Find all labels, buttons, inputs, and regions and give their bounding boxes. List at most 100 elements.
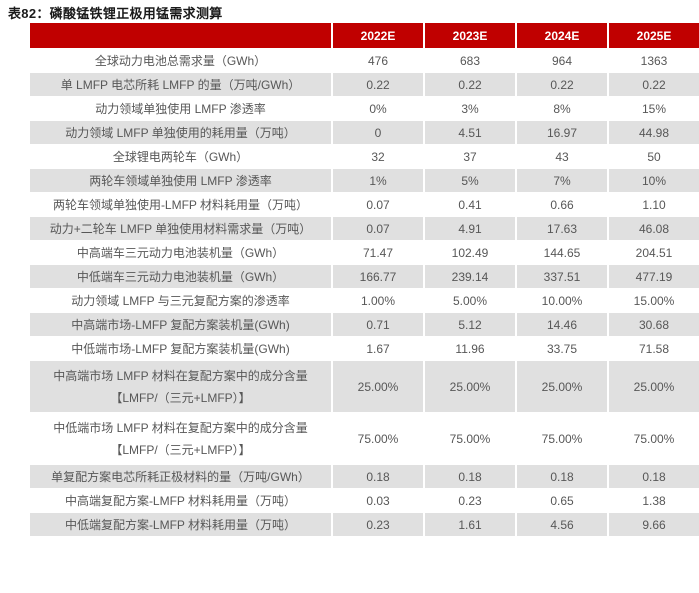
cell-value: 14.46 [515,312,607,336]
cell-value: 0.07 [331,192,423,216]
row-label: 动力领域 LMFP 单独使用的耗用量（万吨） [30,120,331,144]
cell-value: 5.12 [423,312,515,336]
row-label: 中低端复配方案-LMFP 材料耗用量（万吨） [30,512,331,536]
cell-value: 4.56 [515,512,607,536]
cell-value: 337.51 [515,264,607,288]
table-body: 全球动力电池总需求量（GWh） 476 683 964 1363 单 LMFP 电芯所耗 … [30,48,699,536]
row-label: 中高端市场 LMFP 材料在复配方案中的成分含量 【LMFP/（三元+LMFP）… [30,360,331,412]
cell-value: 50 [607,144,699,168]
cell-value: 43 [515,144,607,168]
cell-value: 17.63 [515,216,607,240]
cell-value: 4.51 [423,120,515,144]
table-row: 动力领域单独使用 LMFP 渗透率 0% 3% 8% 15% [30,96,699,120]
row-label: 动力领域 LMFP 与三元复配方案的渗透率 [30,288,331,312]
row-label: 动力领域单独使用 LMFP 渗透率 [30,96,331,120]
cell-value: 0.03 [331,488,423,512]
cell-value: 75.00% [331,412,423,464]
row-label: 单 LMFP 电芯所耗 LMFP 的量（万吨/GWh） [30,72,331,96]
row-label: 单复配方案电芯所耗正极材料的量（万吨/GWh） [30,464,331,488]
cell-value: 46.08 [607,216,699,240]
cell-value: 5.00% [423,288,515,312]
cell-value: 25.00% [607,360,699,412]
cell-value: 0.22 [331,72,423,96]
table-header: 2022E 2023E 2024E 2025E [30,23,699,48]
row-label: 动力+二轮车 LMFP 单独使用材料需求量（万吨） [30,216,331,240]
cell-value: 1.38 [607,488,699,512]
cell-value: 30.68 [607,312,699,336]
cell-value: 32 [331,144,423,168]
header-year-2023e: 2023E [423,23,515,48]
cell-value: 1363 [607,48,699,72]
row-label: 中高端市场-LMFP 复配方案装机量(GWh) [30,312,331,336]
cell-value: 0.18 [331,464,423,488]
row-label: 全球动力电池总需求量（GWh） [30,48,331,72]
row-label: 两轮车领域单独使用 LMFP 渗透率 [30,168,331,192]
table-row: 单复配方案电芯所耗正极材料的量（万吨/GWh） 0.18 0.18 0.18 0.18 [30,464,699,488]
cell-value: 4.91 [423,216,515,240]
cell-value: 477.19 [607,264,699,288]
cell-value: 25.00% [331,360,423,412]
header-year-2024e: 2024E [515,23,607,48]
cell-value: 37 [423,144,515,168]
cell-value: 71.58 [607,336,699,360]
cell-value: 10% [607,168,699,192]
table-row: 全球动力电池总需求量（GWh） 476 683 964 1363 [30,48,699,72]
cell-value: 476 [331,48,423,72]
header-row: 2022E 2023E 2024E 2025E [30,23,699,48]
cell-value: 10.00% [515,288,607,312]
cell-value: 8% [515,96,607,120]
cell-value: 9.66 [607,512,699,536]
cell-value: 204.51 [607,240,699,264]
cell-value: 75.00% [607,412,699,464]
cell-value: 25.00% [515,360,607,412]
cell-value: 15.00% [607,288,699,312]
cell-value: 0.71 [331,312,423,336]
cell-value: 0 [331,120,423,144]
cell-value: 75.00% [515,412,607,464]
cell-value: 1.00% [331,288,423,312]
cell-value: 1% [331,168,423,192]
table-row: 中低端车三元动力电池装机量（GWh） 166.77 239.14 337.51 477.… [30,264,699,288]
cell-value: 71.47 [331,240,423,264]
row-label: 中高端复配方案-LMFP 材料耗用量（万吨） [30,488,331,512]
cell-value: 75.00% [423,412,515,464]
cell-value: 1.61 [423,512,515,536]
row-label: 中高端车三元动力电池装机量（GWh） [30,240,331,264]
cell-value: 1.10 [607,192,699,216]
table-row: 中低端市场 LMFP 材料在复配方案中的成分含量 【LMFP/（三元+LMFP）… [30,412,699,464]
cell-value: 0.22 [607,72,699,96]
cell-value: 7% [515,168,607,192]
table-row: 动力领域 LMFP 与三元复配方案的渗透率 1.00% 5.00% 10.00% 15.… [30,288,699,312]
table-row: 两轮车领域单独使用 LMFP 渗透率 1% 5% 7% 10% [30,168,699,192]
table-row: 动力领域 LMFP 单独使用的耗用量（万吨） 0 4.51 16.97 44.98 [30,120,699,144]
table-row: 中低端市场-LMFP 复配方案装机量(GWh) 1.67 11.96 33.75 71.… [30,336,699,360]
cell-value: 0% [331,96,423,120]
cell-value: 11.96 [423,336,515,360]
cell-value: 0.22 [423,72,515,96]
header-year-2025e: 2025E [607,23,699,48]
cell-value: 25.00% [423,360,515,412]
cell-value: 0.22 [515,72,607,96]
table-row: 中高端市场-LMFP 复配方案装机量(GWh) 0.71 5.12 14.46 30.6… [30,312,699,336]
cell-value: 0.41 [423,192,515,216]
row-label: 中低端市场-LMFP 复配方案装机量(GWh) [30,336,331,360]
header-year-2022e: 2022E [331,23,423,48]
table-row: 中低端复配方案-LMFP 材料耗用量（万吨） 0.23 1.61 4.56 9.66 [30,512,699,536]
row-label: 全球锂电两轮车（GWh） [30,144,331,168]
cell-value: 239.14 [423,264,515,288]
cell-value: 0.23 [331,512,423,536]
table-row: 两轮车领域单独使用-LMFP 材料耗用量（万吨） 0.07 0.41 0.66 1.10 [30,192,699,216]
cell-value: 0.66 [515,192,607,216]
cell-value: 683 [423,48,515,72]
cell-value: 144.65 [515,240,607,264]
cell-value: 166.77 [331,264,423,288]
row-label: 中低端车三元动力电池装机量（GWh） [30,264,331,288]
cell-value: 15% [607,96,699,120]
cell-value: 1.67 [331,336,423,360]
cell-value: 0.65 [515,488,607,512]
cell-value: 33.75 [515,336,607,360]
cell-value: 964 [515,48,607,72]
cell-value: 3% [423,96,515,120]
cell-value: 0.23 [423,488,515,512]
